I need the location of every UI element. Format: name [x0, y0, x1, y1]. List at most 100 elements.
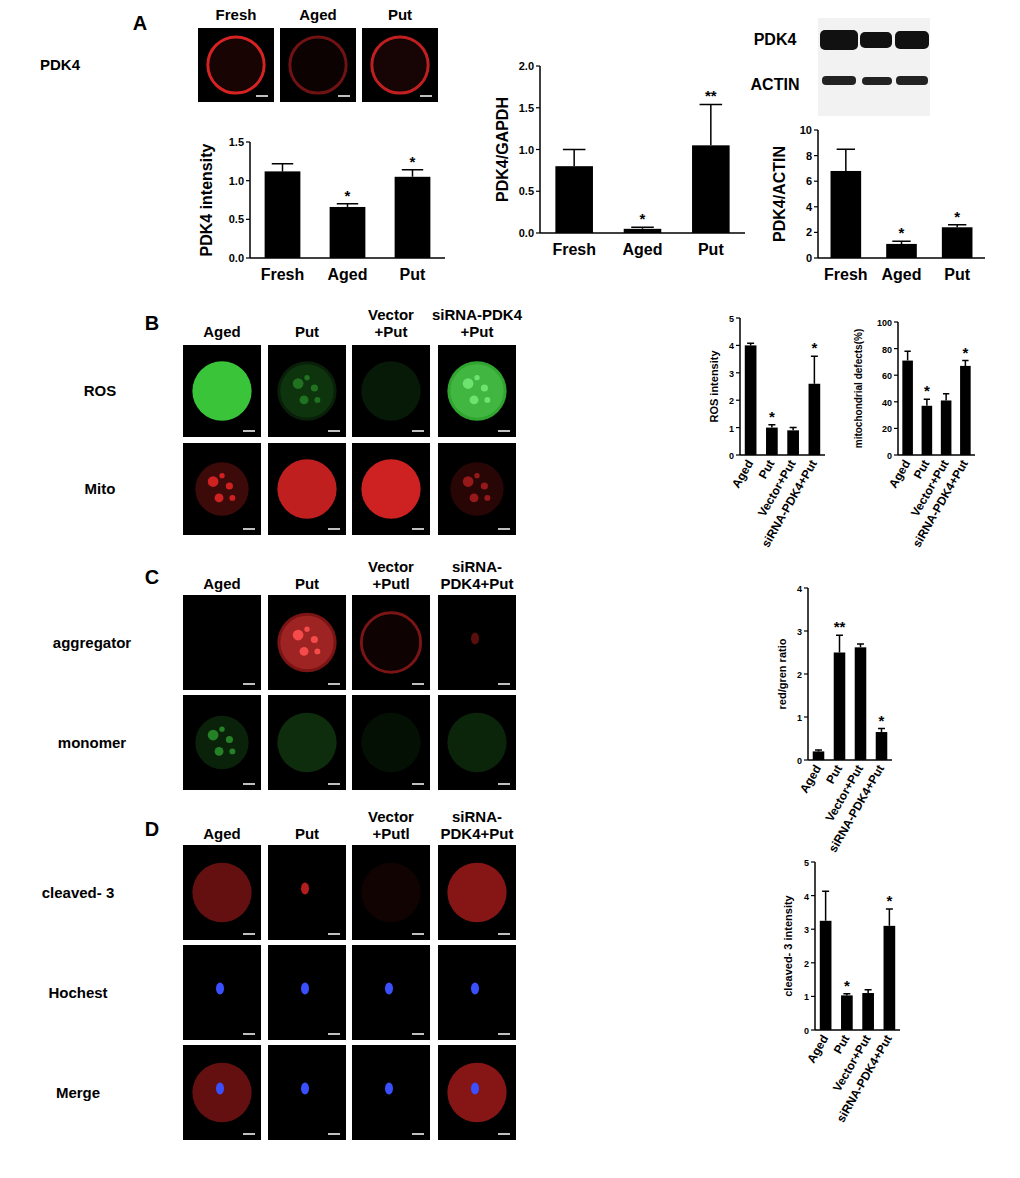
y-tick-label: 3	[729, 369, 734, 379]
y-axis-label: ROS intensity	[708, 350, 720, 423]
scale-bar	[328, 683, 340, 685]
micrograph	[183, 345, 261, 437]
y-tick	[536, 232, 540, 233]
micrograph-bg	[183, 1045, 261, 1140]
error-bar	[747, 343, 754, 345]
micrograph	[352, 443, 430, 535]
error-bar	[878, 729, 885, 732]
y-tick	[814, 206, 818, 207]
bar-chart: Fresh*Aged*Put0.00.51.01.5PDK4 intensity	[198, 136, 445, 283]
cell-signal	[471, 983, 479, 995]
blot-label: PDK4	[754, 31, 797, 48]
y-tick-label: 4	[797, 584, 802, 594]
scale-bar	[412, 1133, 424, 1135]
y-tick	[814, 181, 818, 182]
scale-bar	[498, 683, 510, 685]
micrograph-bg	[268, 1045, 346, 1140]
category-label: Put	[944, 266, 970, 283]
bar	[902, 361, 913, 455]
error-bar	[815, 750, 822, 751]
y-tick	[536, 107, 540, 108]
micrograph	[268, 1045, 346, 1140]
error-bar	[836, 635, 843, 652]
column-header: Put	[295, 575, 319, 592]
y-tick-label: 4	[804, 892, 809, 902]
significance: *	[769, 408, 775, 425]
column-header: +Put	[461, 323, 494, 340]
micrograph	[352, 1045, 430, 1140]
plot-marks	[745, 343, 820, 455]
micrograph-bg	[183, 945, 261, 1040]
scale-bar	[243, 528, 255, 530]
y-tick	[894, 428, 898, 429]
y-axis	[897, 322, 899, 455]
micrograph	[268, 345, 346, 437]
y-tick-label: 2	[729, 396, 734, 406]
bar	[330, 207, 366, 258]
error-bar	[790, 428, 797, 431]
cell-signal	[450, 364, 503, 417]
column-header: Aged	[203, 323, 241, 340]
x-axis	[808, 759, 892, 761]
cell-signal	[215, 747, 224, 756]
bar	[555, 166, 593, 233]
y-tick-label: 0	[804, 1026, 809, 1036]
micrograph	[352, 695, 430, 790]
error-bar	[768, 425, 775, 428]
blot-bg	[818, 18, 930, 116]
bar	[942, 227, 973, 258]
y-tick	[246, 180, 250, 181]
y-tick	[536, 191, 540, 192]
bar	[876, 732, 888, 760]
micrograph-bg	[352, 695, 430, 790]
category-label: Put	[400, 266, 426, 283]
y-tick	[536, 149, 540, 150]
significance: *	[886, 892, 892, 909]
blot-band	[895, 31, 929, 49]
y-tick-label: 3	[804, 925, 809, 935]
error-bar	[563, 150, 586, 167]
micrograph-bg	[268, 595, 346, 690]
y-tick	[894, 348, 898, 349]
y-tick-label: 60	[882, 371, 892, 381]
y-tick-label: 80	[882, 345, 892, 355]
bar-chart: Aged*PutVector+Put*siRNA-PDK4+Put0204060…	[853, 318, 975, 550]
bar	[809, 384, 821, 455]
y-tick-label: 4	[729, 341, 734, 351]
row-label: Mito	[85, 480, 116, 497]
cell-signal	[219, 726, 224, 731]
scale-bar	[243, 933, 255, 935]
bar	[745, 345, 757, 455]
cell-signal	[471, 633, 479, 645]
micrograph	[183, 945, 261, 1040]
scale-bar	[243, 1133, 255, 1135]
blot-band	[820, 30, 858, 50]
plot-marks	[902, 351, 970, 455]
y-tick-label: 3	[797, 627, 802, 637]
cell-signal	[463, 378, 474, 389]
bar-chart: Aged**PutVector+Put*siRNA-PDK4+Put01234r…	[776, 584, 892, 855]
error-bar	[811, 356, 818, 383]
error-bar	[904, 351, 910, 360]
scale-bar	[243, 1033, 255, 1035]
scale-bar	[420, 95, 432, 97]
micrograph-bg	[268, 443, 346, 535]
bar	[862, 993, 874, 1030]
category-label: Aged	[804, 1033, 831, 1066]
column-header: +Putl	[372, 825, 409, 842]
cell-signal	[450, 462, 503, 515]
scale-bar	[328, 528, 340, 530]
micrograph	[352, 845, 430, 940]
bar	[395, 177, 431, 258]
micrograph	[352, 345, 430, 437]
cell-signal	[474, 473, 479, 478]
bar-chart: Fresh*Aged*Put0246810PDK4/ACTIN	[771, 124, 985, 283]
micrograph-bg	[268, 945, 346, 1040]
y-tick-label: 0.0	[519, 227, 534, 239]
y-tick	[804, 630, 808, 631]
micrograph-bg	[183, 845, 261, 940]
cell-signal	[210, 39, 262, 91]
y-tick-label: 1	[797, 713, 802, 723]
y-tick	[811, 861, 815, 862]
blot-band	[822, 76, 856, 85]
